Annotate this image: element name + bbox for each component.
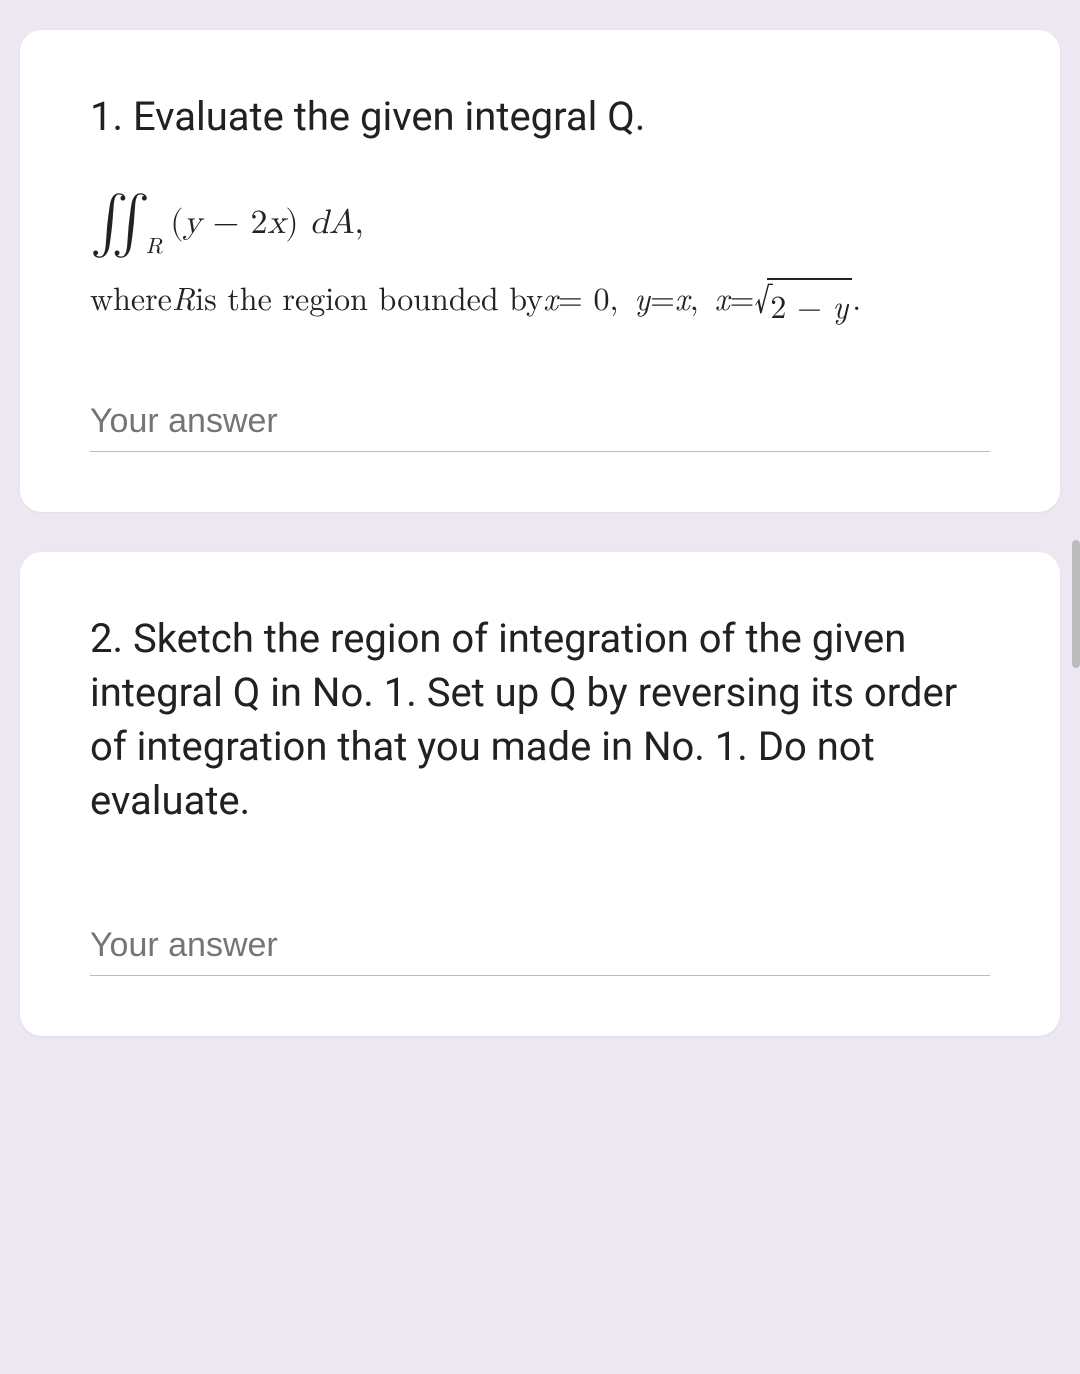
question-card-1: 1. Evaluate the given integral Q. ∬ R (y… <box>20 30 1060 512</box>
scrollbar-thumb[interactable] <box>1072 540 1080 668</box>
answer-input-2[interactable] <box>90 918 990 976</box>
question-1-math: ∬ R (y − 2x) dA, <box>90 194 990 252</box>
integral-subscript: R <box>146 234 162 260</box>
question-1-region-text: where R is the region bounded by x = 0, … <box>90 272 990 324</box>
integrand: (y − 2x) dA, <box>170 203 364 244</box>
answer-input-1[interactable] <box>90 394 990 452</box>
question-2-title: 2. Sketch the region of integration of t… <box>90 612 990 828</box>
integral-expression: ∬ R (y − 2x) dA, <box>90 194 990 252</box>
question-card-2: 2. Sketch the region of integration of t… <box>20 552 1060 1036</box>
double-integral-symbol: ∬ <box>90 194 134 252</box>
form-page: 1. Evaluate the given integral Q. ∬ R (y… <box>0 0 1080 1036</box>
question-1-title: 1. Evaluate the given integral Q. <box>90 90 990 144</box>
sqrt-expression: √ 2 − y <box>754 274 852 326</box>
